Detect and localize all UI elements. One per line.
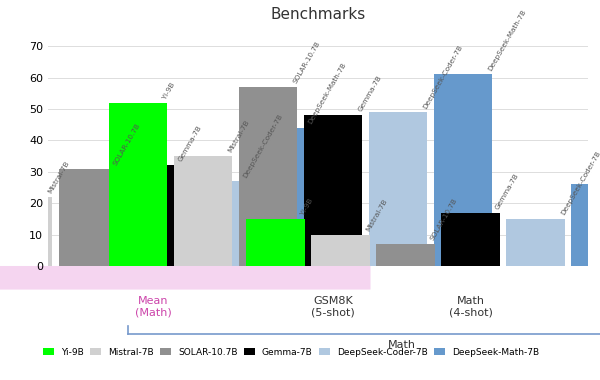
Text: GSM8K
(5-shot): GSM8K (5-shot) bbox=[311, 296, 355, 317]
Text: Gemma-7B: Gemma-7B bbox=[177, 125, 203, 163]
Bar bbox=[239, 87, 297, 266]
Title: Benchmarks: Benchmarks bbox=[271, 7, 365, 22]
Bar bbox=[0, 197, 52, 266]
Bar bbox=[441, 212, 500, 266]
Text: Yi-9B: Yi-9B bbox=[299, 198, 314, 216]
Text: Mistral-7B: Mistral-7B bbox=[365, 198, 388, 232]
Bar bbox=[304, 115, 362, 266]
Bar bbox=[174, 156, 232, 266]
Text: DeepSeek-Math-7B: DeepSeek-Math-7B bbox=[307, 62, 347, 125]
Text: DeepSeek-Coder-7B: DeepSeek-Coder-7B bbox=[422, 43, 464, 109]
Text: Math
(4-shot): Math (4-shot) bbox=[449, 296, 493, 317]
Text: SOLAR-10.7B: SOLAR-10.7B bbox=[430, 197, 458, 242]
Bar bbox=[124, 165, 182, 266]
Text: Mistral-7B: Mistral-7B bbox=[47, 160, 71, 195]
Bar bbox=[376, 244, 435, 266]
FancyBboxPatch shape bbox=[0, 266, 371, 290]
Bar bbox=[109, 103, 167, 266]
Text: Mean
(Math): Mean (Math) bbox=[134, 296, 172, 317]
Text: DeepSeek-Coder-7B: DeepSeek-Coder-7B bbox=[560, 150, 600, 216]
Text: Math: Math bbox=[388, 340, 416, 350]
Text: Gemma-7B: Gemma-7B bbox=[494, 172, 520, 210]
Bar bbox=[254, 128, 312, 266]
Bar bbox=[189, 181, 247, 266]
Text: Gemma-7B: Gemma-7B bbox=[357, 74, 383, 113]
Text: DeepSeek-Coder-7B: DeepSeek-Coder-7B bbox=[242, 112, 284, 179]
Bar bbox=[571, 184, 600, 266]
Text: Yi-9B: Yi-9B bbox=[162, 81, 176, 100]
Legend: Yi-9B, Mistral-7B, SOLAR-10.7B, Gemma-7B, DeepSeek-Coder-7B, DeepSeek-Math-7B: Yi-9B, Mistral-7B, SOLAR-10.7B, Gemma-7B… bbox=[39, 344, 543, 361]
Text: DeepSeek-Math-7B: DeepSeek-Math-7B bbox=[487, 8, 527, 72]
Bar bbox=[59, 169, 117, 266]
Text: SOLAR-10.7B: SOLAR-10.7B bbox=[112, 122, 141, 166]
Text: Mistral-7B: Mistral-7B bbox=[227, 119, 250, 154]
Bar bbox=[434, 74, 492, 266]
Bar bbox=[506, 219, 565, 266]
Bar bbox=[369, 112, 427, 266]
Text: SOLAR-10.7B: SOLAR-10.7B bbox=[292, 40, 321, 84]
Bar bbox=[246, 219, 305, 266]
Bar bbox=[311, 234, 370, 266]
